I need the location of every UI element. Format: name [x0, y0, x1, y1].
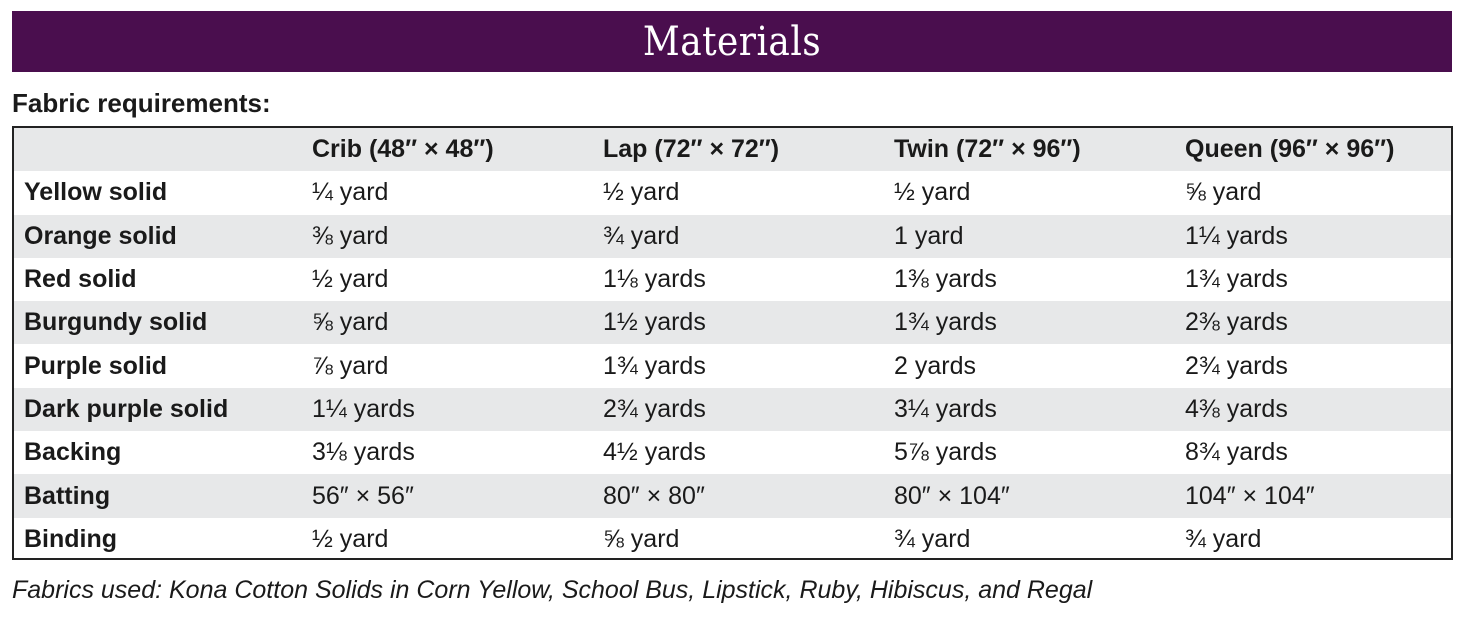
table-row: Batting 56″ × 56″ 80″ × 80″ 80″ × 104″ 1…: [14, 474, 1451, 518]
header-cell-lap: Lap (72″ × 72″): [603, 135, 780, 164]
table-cell: 1¾ yards: [1185, 265, 1288, 294]
table-cell: 2¾ yards: [1185, 351, 1288, 380]
table-cell: ⅝ yard: [603, 524, 680, 553]
table-cell: 80″ × 104″: [894, 481, 1010, 510]
table-cell: 4½ yards: [603, 438, 706, 467]
table-row: Dark purple solid 1¼ yards 2¾ yards 3¼ y…: [14, 387, 1451, 432]
table-cell: ⅝ yard: [1185, 178, 1262, 207]
table-cell: ½ yard: [603, 178, 680, 207]
table-cell: 4⅜ yards: [1185, 394, 1288, 423]
table-cell: 1¼ yards: [312, 394, 415, 423]
table-cell: 1⅛ yards: [603, 265, 706, 294]
table-row: Purple solid ⅞ yard 1¾ yards 2 yards 2¾ …: [14, 344, 1451, 387]
table-row: Burgundy solid ⅝ yard 1½ yards 1¾ yards …: [14, 301, 1451, 345]
table-cell: 1¼ yards: [1185, 221, 1288, 250]
table-row: Red solid ½ yard 1⅛ yards 1⅜ yards 1¾ ya…: [14, 258, 1451, 301]
table-cell: 1¾ yards: [894, 308, 997, 337]
table-cell: ⅜ yard: [312, 221, 389, 250]
banner-title: Materials: [642, 18, 822, 65]
table-row: Yellow solid ¼ yard ½ yard ½ yard ⅝ yard: [14, 171, 1451, 214]
table-cell: 2 yards: [894, 351, 976, 380]
table-cell: ¾ yard: [1185, 524, 1262, 553]
table-cell: 104″ × 104″: [1185, 481, 1315, 510]
table-cell: ¾ yard: [603, 221, 680, 250]
table-row: Orange solid ⅜ yard ¾ yard 1 yard 1¼ yar…: [14, 214, 1451, 258]
table-cell: 5⅞ yards: [894, 438, 997, 467]
table-cell: 80″ × 80″: [603, 481, 705, 510]
row-label: Purple solid: [24, 351, 168, 380]
row-label: Batting: [24, 481, 111, 510]
table-cell: ¼ yard: [312, 178, 389, 207]
table-cell: 3¼ yards: [894, 394, 997, 423]
table-cell: 1⅜ yards: [894, 265, 997, 294]
table-cell: ½ yard: [312, 265, 389, 294]
row-label: Red solid: [24, 265, 137, 294]
table-cell: 3⅛ yards: [312, 438, 415, 467]
table-row: Backing 3⅛ yards 4½ yards 5⅞ yards 8¾ ya…: [14, 431, 1451, 474]
table-cell: ¾ yard: [894, 524, 971, 553]
row-label: Orange solid: [24, 221, 177, 250]
row-label: Binding: [24, 524, 118, 553]
table-cell: ⅝ yard: [312, 308, 389, 337]
materials-banner: Materials: [12, 11, 1452, 72]
row-label: Backing: [24, 438, 122, 467]
table-cell: ½ yard: [894, 178, 971, 207]
table-cell: 2¾ yards: [603, 394, 706, 423]
fabric-requirements-table: Crib (48″ × 48″) Lap (72″ × 72″) Twin (7…: [12, 126, 1453, 560]
table-header-row: Crib (48″ × 48″) Lap (72″ × 72″) Twin (7…: [14, 128, 1451, 172]
table-cell: 1 yard: [894, 221, 964, 250]
header-cell-twin: Twin (72″ × 96″): [894, 135, 1081, 164]
table-cell: 2⅜ yards: [1185, 308, 1288, 337]
table-cell: 1½ yards: [603, 308, 706, 337]
fabrics-used-note: Fabrics used: Kona Cotton Solids in Corn…: [12, 576, 1093, 604]
row-label: Yellow solid: [24, 178, 168, 207]
row-label: Burgundy solid: [24, 308, 208, 337]
header-cell-empty: [14, 128, 302, 171]
header-cell-queen: Queen (96″ × 96″): [1185, 135, 1395, 164]
table-cell: ⅞ yard: [312, 351, 389, 380]
table-cell: ½ yard: [312, 524, 389, 553]
table-cell: 1¾ yards: [603, 351, 706, 380]
row-label: Dark purple solid: [24, 394, 229, 423]
section-label: Fabric requirements:: [12, 88, 271, 118]
header-cell-crib: Crib (48″ × 48″): [312, 135, 494, 164]
table-row: Binding ½ yard ⅝ yard ¾ yard ¾ yard: [14, 518, 1451, 561]
table-cell: 8¾ yards: [1185, 438, 1288, 467]
table-cell: 56″ × 56″: [312, 481, 414, 510]
